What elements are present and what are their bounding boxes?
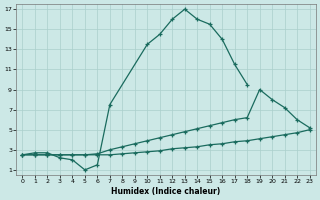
X-axis label: Humidex (Indice chaleur): Humidex (Indice chaleur) [111,187,221,196]
